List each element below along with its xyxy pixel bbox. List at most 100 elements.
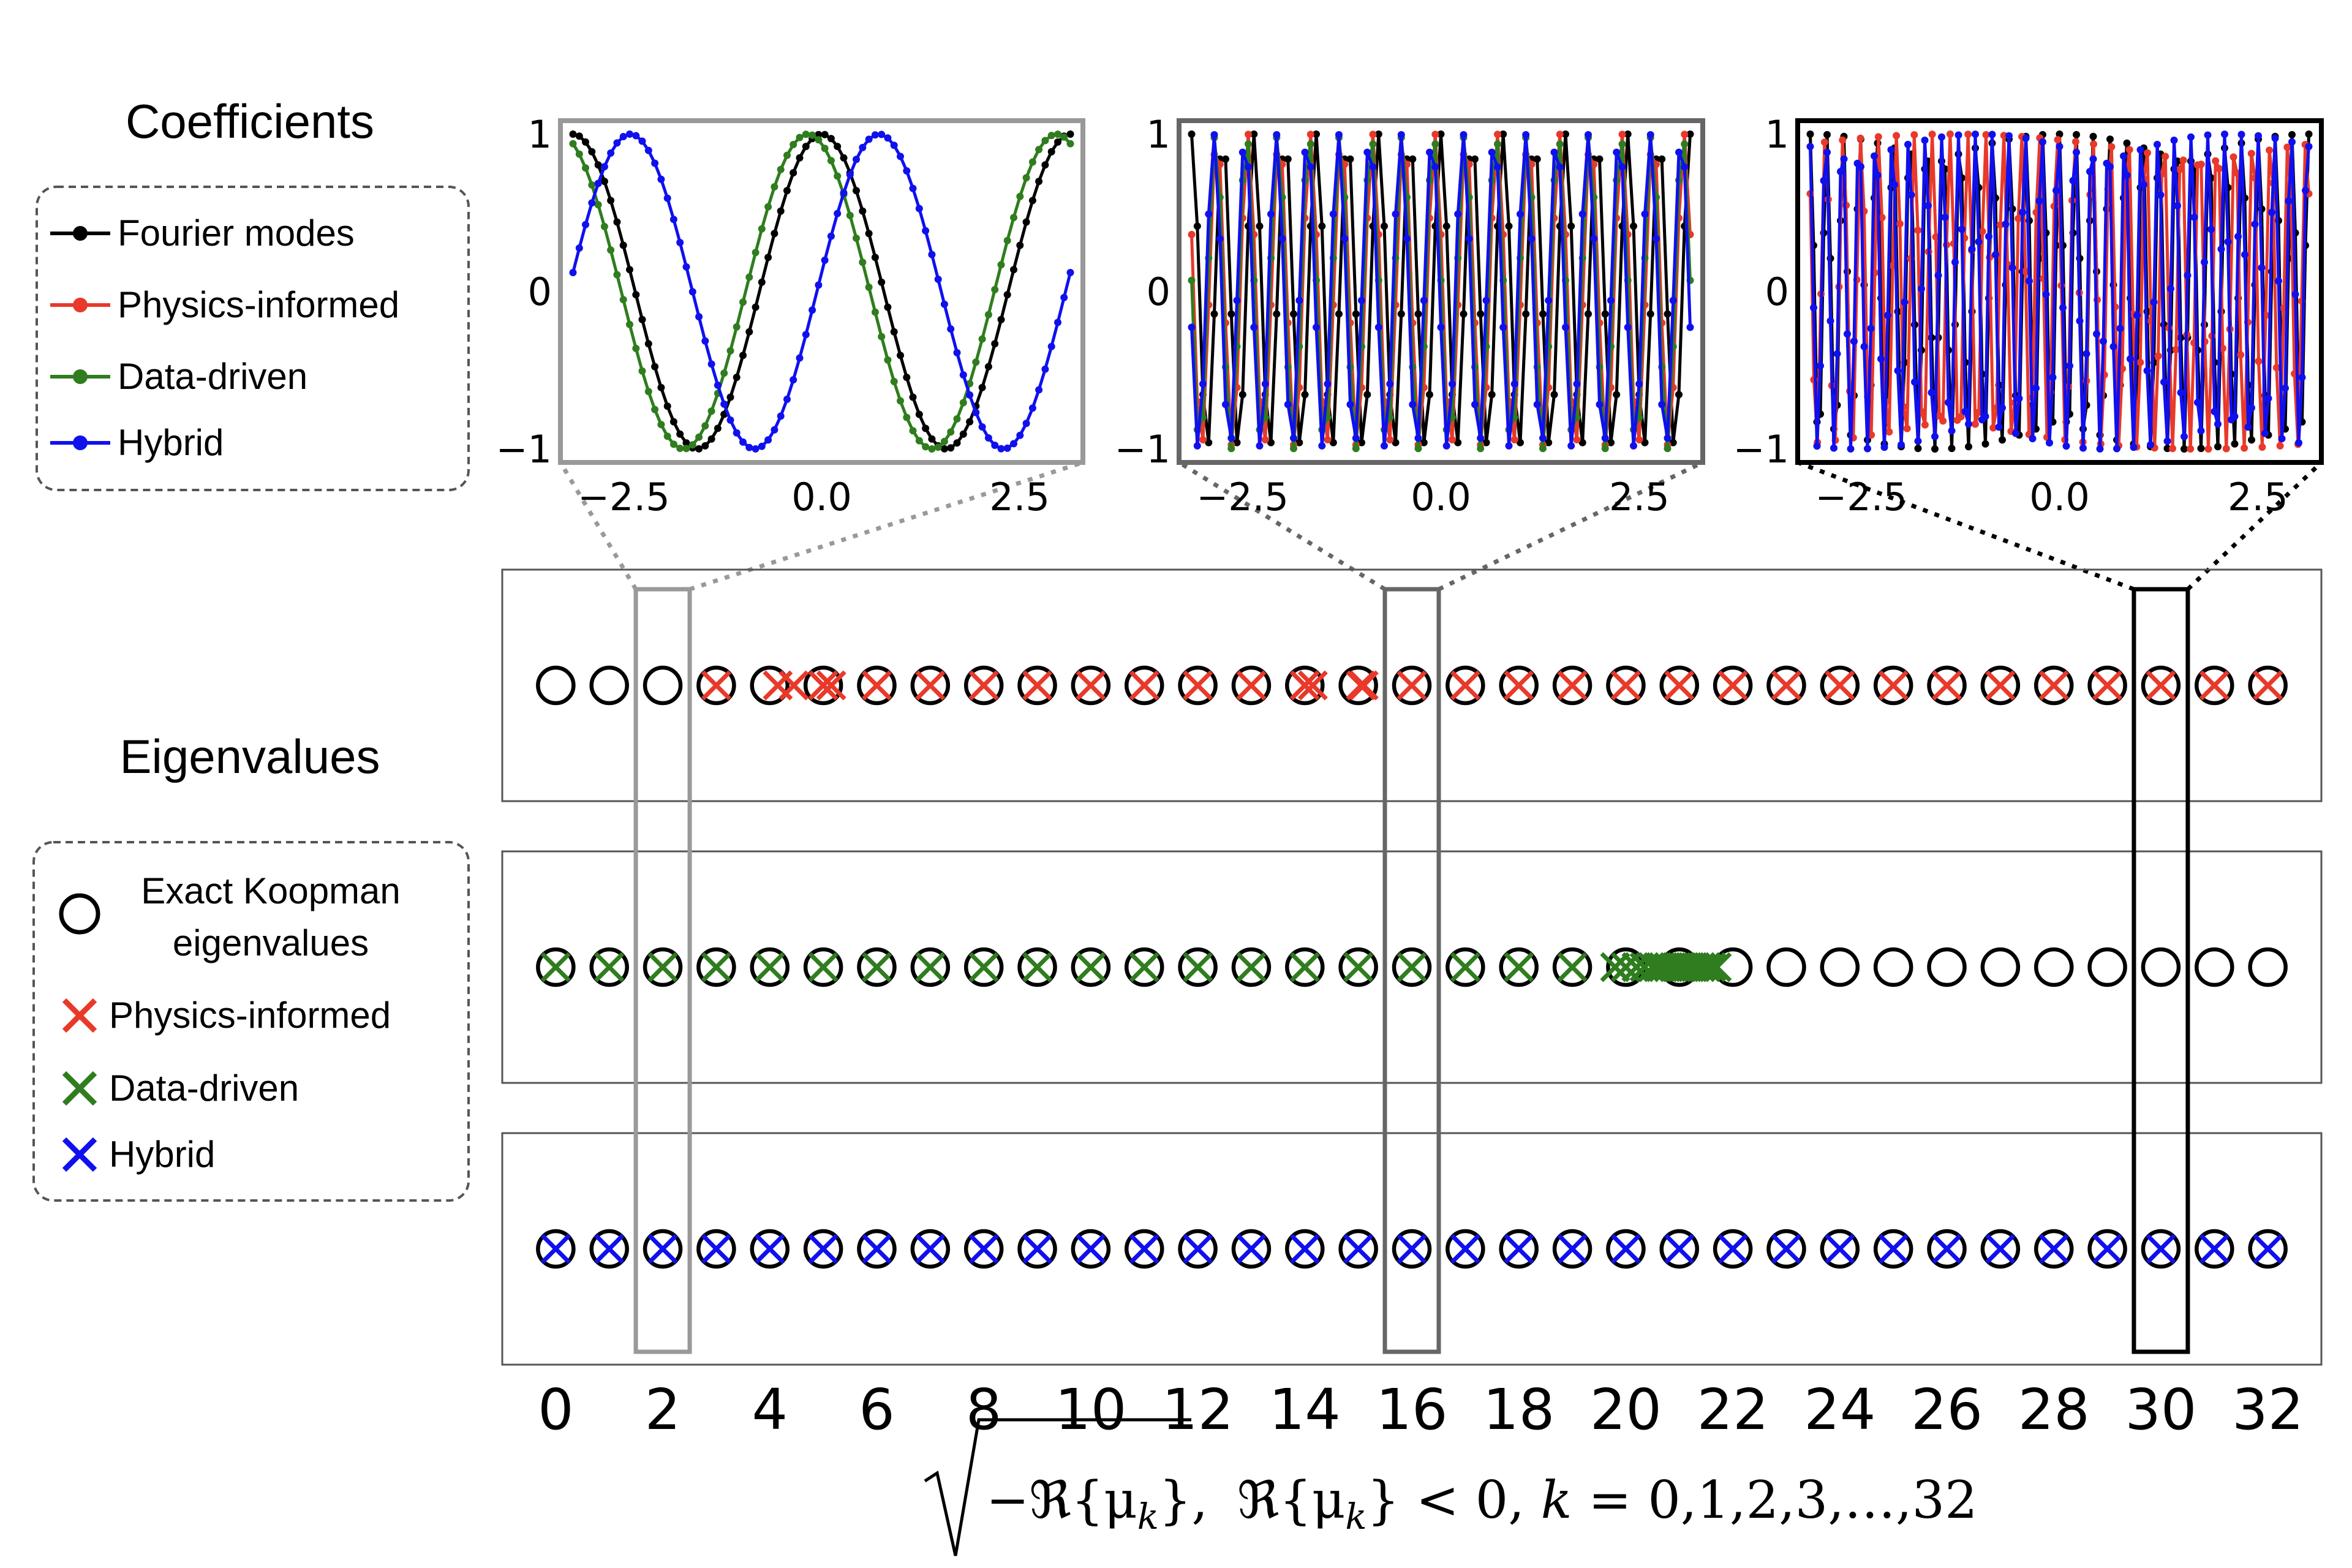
data-point-hybrid-54 <box>909 184 917 192</box>
data-point-hybrid-76 <box>1047 342 1055 350</box>
data-point-physics-informed-46 <box>1449 436 1456 443</box>
data-point-hybrid-21 <box>1877 355 1885 363</box>
data-point-hybrid-4 <box>594 179 602 187</box>
data-point-fourier-modes-49 <box>878 278 886 286</box>
data-point-data-driven-41 <box>827 157 835 165</box>
data-point-data-driven-50 <box>884 356 892 364</box>
eigenvalue-x-marker-data-driven-5 <box>808 952 839 982</box>
eigenvalue-x-marker-hybrid-20 <box>1610 1234 1641 1264</box>
eigenvalue-x-marker-data-driven-7 <box>915 952 946 982</box>
exact-eigenvalue-circle-16 <box>1392 1229 1432 1269</box>
data-point-fourier-modes-67 <box>1567 222 1575 230</box>
exact-eigenvalue-circle-27 <box>1980 665 2021 706</box>
eigen-x-tick-label-6: 12 <box>1162 1377 1234 1442</box>
data-point-hybrid-76 <box>1618 163 1626 171</box>
data-point-hybrid-98 <box>2136 146 2144 154</box>
data-point-data-driven-39 <box>815 136 823 144</box>
data-point-data-driven-34 <box>783 151 791 159</box>
legend-label-hybrid-x: Hybrid <box>109 1134 215 1175</box>
x-tick-label-0: −2.5 <box>1815 475 1907 519</box>
inset-plot-area <box>1806 130 2313 453</box>
data-point-physics-informed-2 <box>1199 436 1207 443</box>
eigenvalue-x-marker-data-driven-19 <box>1557 952 1588 982</box>
data-point-fourier-modes-57 <box>928 435 936 443</box>
exact-eigenvalue-circle-18 <box>1499 947 1539 987</box>
data-point-data-driven-52 <box>897 397 904 405</box>
eigenvalue-x-marker-data-driven-20 <box>1600 952 1630 982</box>
data-point-hybrid-47 <box>865 135 873 143</box>
exact-eigenvalue-circle-22 <box>1713 1229 1753 1269</box>
eigenvalue-x-marker-data-driven-10 <box>1076 952 1106 982</box>
data-point-physics-informed-21 <box>1306 130 1314 138</box>
data-point-fourier-modes-4 <box>594 161 602 169</box>
data-point-physics-informed-10 <box>1245 130 1252 138</box>
data-point-hybrid-84 <box>2089 155 2097 163</box>
data-point-hybrid-82 <box>2082 350 2090 358</box>
data-point-hybrid-41 <box>1420 296 1428 304</box>
data-point-data-driven-30 <box>758 225 766 233</box>
legend-label-exact-koopman-line1: Exact Koopman <box>141 870 401 911</box>
data-point-data-driven-87 <box>1681 140 1689 148</box>
data-point-physics-informed-123 <box>2247 149 2255 157</box>
data-point-physics-informed-29 <box>1910 131 1918 139</box>
data-point-hybrid-44 <box>1437 323 1445 331</box>
x-tick-label-0: −2.5 <box>1196 475 1289 519</box>
data-point-hybrid-20 <box>1874 172 1882 179</box>
data-point-fourier-modes-37 <box>802 143 810 151</box>
data-point-hybrid-14 <box>657 175 665 183</box>
series-hybrid <box>569 130 1074 453</box>
data-point-fourier-modes-61 <box>1533 155 1541 163</box>
data-point-hybrid-43 <box>1431 163 1439 171</box>
exact-eigenvalue-circle-10 <box>1071 665 1111 706</box>
eigenvalue-x-marker-hybrid-17 <box>1450 1234 1480 1264</box>
eigenvalue-x-marker-data-driven-4 <box>755 952 785 982</box>
y-tick-label-1: 0 <box>528 270 552 314</box>
data-point-hybrid-110 <box>2177 389 2185 396</box>
coefficients-title: Coefficients <box>126 94 374 148</box>
data-point-physics-informed-32 <box>1921 421 1929 429</box>
data-point-fourier-modes-59 <box>1522 310 1530 318</box>
data-point-hybrid-69 <box>1578 210 1586 218</box>
data-point-fourier-modes-51 <box>890 328 898 336</box>
exact-eigenvalue-circle-1 <box>589 665 629 706</box>
exact-eigenvalue-circle-20 <box>1606 1229 1646 1269</box>
data-point-hybrid-115 <box>2194 399 2201 407</box>
eigenvalue-x-marker-hybrid-6 <box>861 1234 892 1264</box>
data-point-fourier-modes-6 <box>1222 155 1229 163</box>
data-point-hybrid-79 <box>2073 148 2080 156</box>
data-point-hybrid-38 <box>1403 235 1411 243</box>
data-point-hybrid-25 <box>1329 210 1337 218</box>
data-point-hybrid-129 <box>2241 251 2248 258</box>
data-point-fourier-modes-40 <box>821 130 829 138</box>
data-point-hybrid-114 <box>2190 213 2198 221</box>
eigenvalue-x-marker-hybrid-0 <box>540 1234 571 1264</box>
data-point-hybrid-30 <box>1358 296 1365 304</box>
exact-eigenvalue-circle-28 <box>2034 947 2074 987</box>
data-point-hybrid-10 <box>1245 163 1252 171</box>
data-point-fourier-modes-35 <box>790 169 797 177</box>
data-point-physics-informed-118 <box>2230 153 2237 161</box>
eigenvalue-x-marker-physics-informed-24 <box>1771 670 1801 701</box>
data-point-hybrid-37 <box>1931 432 1939 440</box>
data-point-hybrid-74 <box>1607 296 1615 304</box>
data-point-physics-informed-44 <box>1964 130 1972 138</box>
data-point-fourier-modes-9 <box>626 266 633 274</box>
legend-circle-icon <box>59 893 100 935</box>
exact-eigenvalue-circle-27 <box>1980 1229 2021 1269</box>
legend-entry-hybrid: Hybrid <box>50 422 224 463</box>
eigenvalue-x-marker-hybrid-19 <box>1557 1234 1588 1264</box>
exact-eigenvalue-circle-3 <box>696 665 736 706</box>
data-point-fourier-modes-42 <box>1948 445 1956 453</box>
data-point-hybrid-132 <box>2251 221 2259 228</box>
data-point-hybrid-61 <box>953 349 961 356</box>
exact-eigenvalue-circle-8 <box>963 1229 1004 1269</box>
eigenvalue-x-marker-data-driven-36 <box>1702 952 1732 982</box>
data-point-hybrid-4 <box>1210 131 1218 138</box>
data-point-data-driven-74 <box>1035 146 1043 154</box>
data-point-data-driven-0 <box>569 140 577 148</box>
data-point-physics-informed-0 <box>1188 230 1196 238</box>
x-tick-label-1: 0.0 <box>1411 475 1471 519</box>
eigenvalue-x-marker-hybrid-11 <box>1129 1234 1159 1264</box>
data-point-physics-informed-102 <box>2172 345 2180 353</box>
legend-label-exact-koopman-line2: eigenvalues <box>173 922 369 963</box>
